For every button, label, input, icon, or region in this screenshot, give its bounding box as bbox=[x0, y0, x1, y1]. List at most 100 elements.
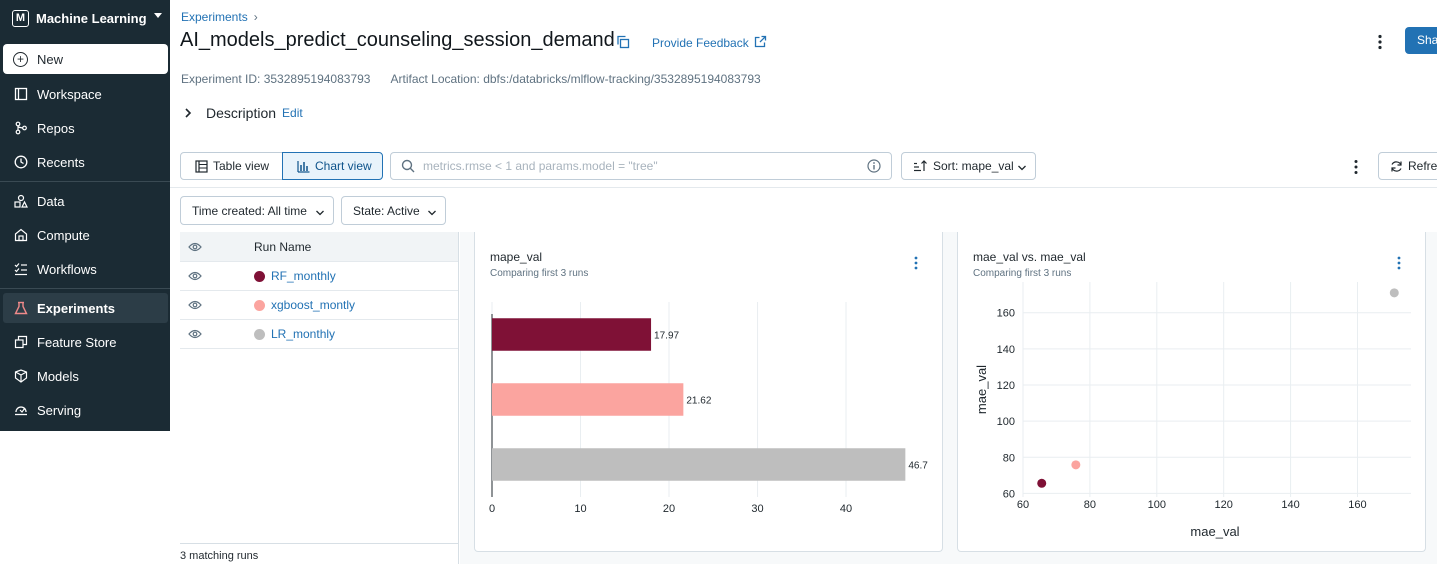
new-button[interactable]: + New bbox=[3, 44, 168, 74]
y-axis-label: mae_val bbox=[974, 365, 989, 414]
info-icon[interactable] bbox=[867, 159, 881, 178]
eye-icon[interactable] bbox=[180, 242, 254, 252]
sidebar-item-label: Data bbox=[37, 193, 65, 209]
ml-logo-icon: M bbox=[12, 9, 29, 27]
run-color-dot bbox=[254, 270, 265, 282]
bar-value-label: 21.62 bbox=[686, 396, 711, 407]
sort-icon bbox=[914, 160, 927, 172]
matching-runs-count: 3 matching runs bbox=[180, 543, 459, 564]
table-view-toggle[interactable]: Table view bbox=[180, 152, 283, 180]
chart-view-toggle[interactable]: Chart view bbox=[282, 152, 383, 180]
share-button[interactable]: Shar bbox=[1405, 27, 1437, 54]
sort-label: Sort: mape_val bbox=[933, 159, 1014, 173]
persona-switcher[interactable]: M Machine Learning bbox=[12, 8, 170, 28]
eye-icon[interactable] bbox=[180, 300, 254, 310]
copy-icon[interactable] bbox=[616, 35, 630, 54]
table-row: RF_monthly bbox=[180, 262, 458, 291]
sidebar-item-repos[interactable]: Repos bbox=[3, 113, 168, 143]
scatter-point bbox=[1389, 288, 1399, 298]
sidebar-item-label: Serving bbox=[37, 402, 82, 418]
sidebar-item-experiments[interactable]: Experiments bbox=[3, 293, 168, 323]
table-row: xgboost_montly bbox=[180, 291, 458, 320]
clock-icon bbox=[13, 154, 29, 170]
refresh-button[interactable]: Refres bbox=[1378, 152, 1437, 180]
y-tick-label: 120 bbox=[997, 380, 1015, 392]
run-name-link[interactable]: RF_monthly bbox=[271, 269, 336, 283]
x-tick-label: 140 bbox=[1281, 499, 1299, 511]
artifact-location: Artifact Location: dbfs:/databricks/mlfl… bbox=[390, 72, 761, 86]
y-tick-label: 60 bbox=[1003, 488, 1015, 500]
chevron-down-icon bbox=[427, 206, 437, 220]
sidebar-item-label: Compute bbox=[37, 227, 90, 243]
x-tick-label: 160 bbox=[1348, 499, 1366, 511]
description-section: Description Edit bbox=[184, 105, 303, 121]
sidebar-item-workspace[interactable]: Workspace bbox=[3, 79, 168, 109]
run-name-link[interactable]: LR_monthly bbox=[271, 327, 336, 341]
sidebar-item-models[interactable]: Models bbox=[3, 361, 168, 391]
run-name-link[interactable]: xgboost_montly bbox=[271, 298, 356, 312]
main-content: Experiments › AI_models_predict_counselin… bbox=[170, 0, 1437, 564]
sidebar-item-serving[interactable]: Serving bbox=[3, 395, 168, 425]
eye-icon[interactable] bbox=[180, 329, 254, 339]
bar-value-label: 17.97 bbox=[654, 331, 679, 342]
chevron-right-icon: › bbox=[253, 10, 258, 24]
toolbar-more-options-icon[interactable] bbox=[1346, 158, 1366, 181]
state-filter[interactable]: State: Active bbox=[341, 196, 446, 225]
experiment-id: Experiment ID: 3532895194083793 bbox=[181, 72, 371, 86]
page-title: AI_models_predict_counseling_session_dem… bbox=[180, 29, 615, 51]
sidebar-divider bbox=[0, 288, 170, 289]
page-more-options-icon[interactable] bbox=[1370, 32, 1390, 52]
sidebar-item-feature-store[interactable]: Feature Store bbox=[3, 327, 168, 357]
runs-table: Run Name RF_monthly xgboost_montly LR_mo… bbox=[180, 232, 459, 564]
chart-more-options-icon[interactable] bbox=[1397, 256, 1401, 275]
experiment-meta: Experiment ID: 3532895194083793 Artifact … bbox=[181, 72, 761, 86]
bar bbox=[492, 318, 652, 351]
chart-view-label: Chart view bbox=[315, 159, 372, 173]
sidebar: M Machine Learning + New Workspace Repos… bbox=[0, 0, 170, 431]
y-tick-label: 160 bbox=[997, 308, 1015, 320]
sort-dropdown[interactable]: Sort: mape_val bbox=[901, 152, 1036, 180]
sidebar-item-workflows[interactable]: Workflows bbox=[3, 254, 168, 284]
sidebar-item-compute[interactable]: Compute bbox=[3, 220, 168, 250]
feature-store-icon bbox=[13, 334, 29, 350]
x-axis-label: mae_val bbox=[1190, 524, 1239, 539]
search-icon bbox=[401, 159, 415, 173]
chart-card-mae-val-scatter: mae_val vs. mae_val Comparing first 3 ru… bbox=[957, 232, 1426, 552]
provide-feedback-link[interactable]: Provide Feedback bbox=[652, 35, 767, 51]
table-icon bbox=[195, 159, 208, 173]
refresh-icon bbox=[1391, 160, 1402, 172]
x-tick-label: 60 bbox=[1017, 499, 1029, 511]
scatter-point bbox=[1071, 460, 1081, 470]
bar bbox=[492, 383, 684, 416]
breadcrumb-experiments-link[interactable]: Experiments bbox=[181, 10, 248, 24]
bar-chart: 0 10 20 30 40 17.97 21.62 46.7 bbox=[489, 302, 928, 515]
caret-down-icon bbox=[154, 13, 162, 18]
sidebar-item-label: Recents bbox=[37, 154, 85, 170]
sidebar-item-recents[interactable]: Recents bbox=[3, 147, 168, 177]
toolbar-divider bbox=[170, 187, 1437, 188]
sidebar-item-label: Models bbox=[37, 368, 79, 384]
sidebar-item-label: Repos bbox=[37, 120, 75, 136]
scatter-chart: 60 80 100 120 140 1606080100120140160mae_valm… bbox=[974, 282, 1411, 539]
table-view-label: Table view bbox=[213, 159, 270, 173]
compute-icon bbox=[13, 227, 29, 243]
x-tick-label: 80 bbox=[1084, 499, 1096, 511]
feedback-label: Provide Feedback bbox=[652, 36, 749, 50]
search-input[interactable] bbox=[423, 159, 863, 173]
workspace-icon bbox=[13, 86, 29, 102]
sidebar-item-data[interactable]: Data bbox=[3, 186, 168, 216]
chevron-right-icon[interactable] bbox=[184, 105, 192, 121]
x-tick-label: 120 bbox=[1215, 499, 1233, 511]
serving-icon bbox=[13, 402, 29, 418]
x-tick-label: 20 bbox=[663, 503, 675, 515]
state-filter-label: State: Active bbox=[353, 203, 420, 218]
data-icon bbox=[13, 193, 29, 209]
description-edit-link[interactable]: Edit bbox=[282, 106, 303, 120]
eye-icon[interactable] bbox=[180, 271, 254, 281]
chart-subtitle: Comparing first 3 runs bbox=[973, 268, 1072, 279]
run-color-dot bbox=[254, 328, 265, 340]
time-created-filter[interactable]: Time created: All time bbox=[180, 196, 334, 225]
external-link-icon bbox=[749, 35, 767, 51]
breadcrumb: Experiments › bbox=[181, 10, 258, 24]
chart-more-options-icon[interactable] bbox=[914, 256, 918, 275]
